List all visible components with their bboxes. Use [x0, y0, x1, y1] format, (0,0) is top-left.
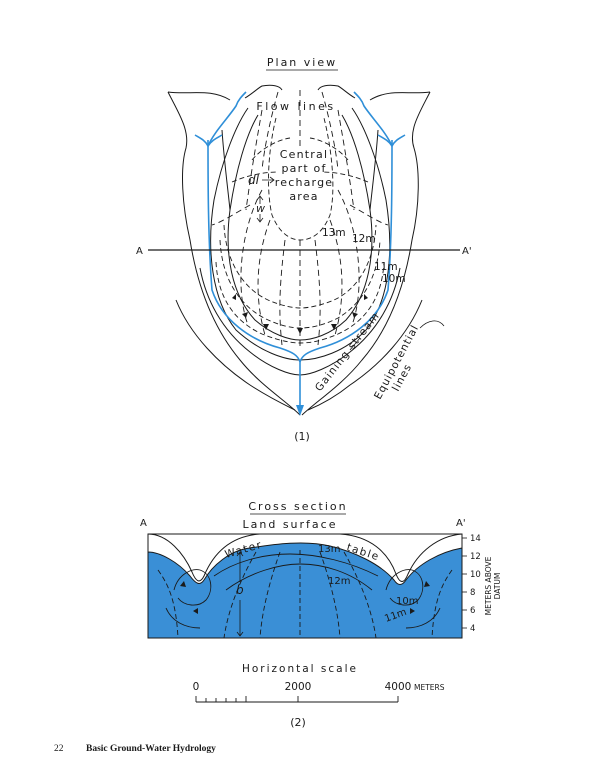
equipotential-leader: [419, 320, 445, 329]
central-label-line1: Central: [280, 148, 328, 161]
axis-tick-8: 8: [470, 588, 475, 598]
stream-outflow-arrow: [296, 405, 304, 416]
central-label-line4: area: [289, 190, 318, 203]
flow-lines-label: Flow lines: [256, 100, 335, 113]
page-number: 22: [54, 744, 64, 754]
axis-tick-6: 6: [470, 606, 475, 616]
central-recharge-label: Central part of recharge area: [275, 148, 334, 203]
cross-section-a-label: A: [140, 518, 147, 529]
section-contours: [165, 553, 441, 629]
land-surface-label: Land surface: [243, 518, 338, 531]
saturated-zone: [147, 542, 463, 639]
elevation-axis: 14 12 10 8 6 4: [462, 534, 481, 634]
gaining-stream-leader: [349, 337, 361, 351]
axis-tick-10: 10: [470, 570, 481, 580]
axis-tick-14: 14: [470, 534, 481, 544]
section-arrows: [180, 581, 430, 614]
axis-label-line2: DATUM: [493, 573, 502, 600]
cross-section-frame: [147, 533, 463, 639]
book-title: Basic Ground-Water Hydrology: [86, 744, 216, 754]
section-flow-lines: [157, 550, 453, 639]
section-a-label: A: [136, 246, 143, 257]
dl-label: dl: [248, 173, 260, 187]
axis-tick-12: 12: [470, 552, 481, 562]
section-label-12m: 12m: [328, 576, 350, 587]
cross-section-a-prime-label: A': [456, 518, 466, 529]
contour-label-10m: 10m: [382, 273, 406, 285]
contour-label-12m: 12m: [352, 233, 376, 245]
contour-label-11m: 11m: [374, 261, 398, 273]
cross-section-title: Cross section: [248, 500, 347, 513]
dl-arrow: [262, 176, 275, 184]
b-label: b: [236, 583, 244, 597]
scale-bar: [195, 696, 399, 703]
scale-unit: METERS: [414, 683, 445, 692]
axis-tick-4: 4: [470, 624, 475, 634]
plan-view-caption: (1): [294, 430, 310, 443]
b-arrow: [236, 551, 244, 637]
scale-tick-4000: 4000: [385, 681, 412, 693]
contour-label-13m: 13m: [322, 227, 346, 239]
gaining-stream-label: Gaining stream: [313, 310, 382, 394]
section-a-prime-label: A': [462, 246, 472, 257]
section-label-10m: 10m: [396, 596, 418, 607]
cross-section-diagram: Cross section A A' Land surface Water ta…: [140, 500, 502, 729]
central-label-line3: recharge: [275, 176, 334, 189]
flow-lines: [211, 90, 389, 350]
section-label-13m: 13m: [318, 544, 340, 555]
axis-label-line1: METERS ABOVE: [484, 556, 493, 615]
w-arrow: [256, 195, 264, 223]
gaining-streams: [194, 91, 406, 412]
scale-tick-2000: 2000: [285, 681, 312, 693]
plan-view-title: Plan view: [267, 56, 337, 69]
central-label-line2: part of: [281, 162, 326, 175]
horizontal-scale-label: Horizontal scale: [242, 663, 358, 675]
scale-tick-0: 0: [193, 681, 200, 693]
plan-view-diagram: Plan view: [136, 56, 472, 443]
cross-section-caption: (2): [290, 716, 306, 729]
w-label: w: [256, 202, 265, 215]
flow-arrows: [232, 294, 368, 334]
